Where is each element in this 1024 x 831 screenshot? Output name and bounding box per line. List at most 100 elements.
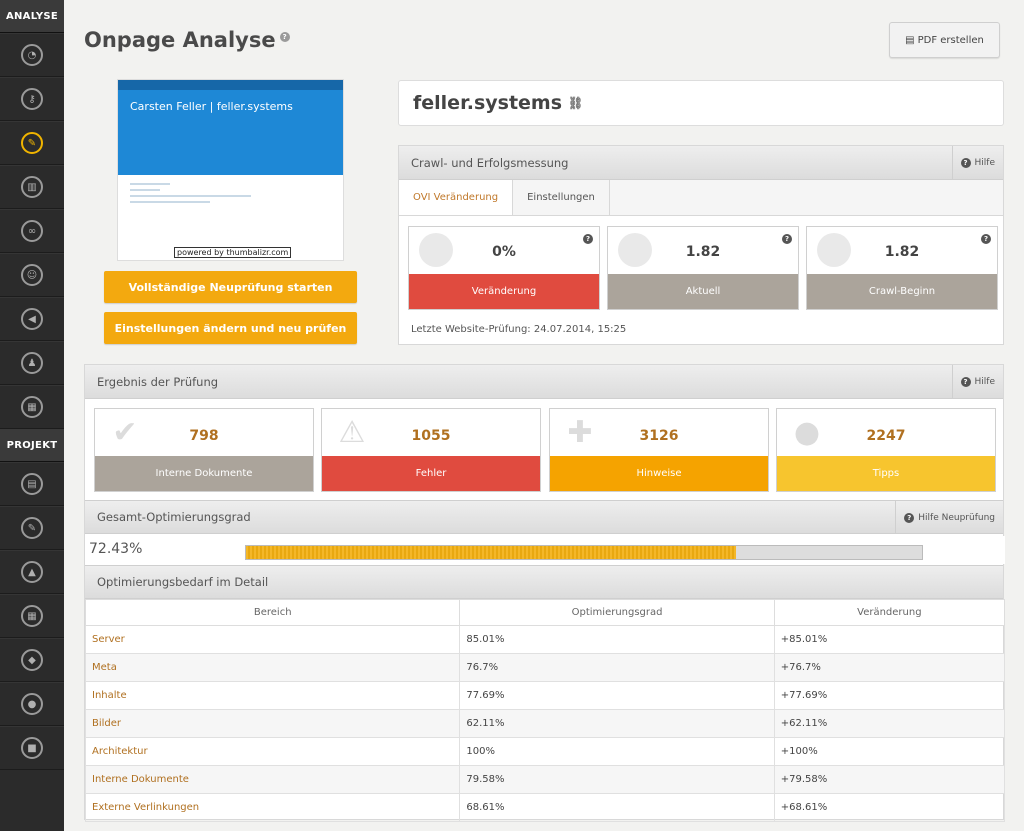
row-area-link[interactable]: Interne Dokumente	[84, 765, 461, 794]
result-card-value: 1055	[411, 428, 451, 444]
sidebar-item-megaphone[interactable]: ◀	[0, 297, 64, 341]
column-header: Optimierungsgrad	[459, 599, 775, 626]
site-thumbnail: Carsten Feller | feller.systems powered …	[117, 79, 344, 261]
change-settings-button[interactable]: Einstellungen ändern und neu prüfen	[104, 312, 357, 344]
table-row: Meta 76.7% +76.7%	[84, 653, 1006, 682]
row-area-link[interactable]: Meta	[84, 653, 461, 682]
sidebar-item-key[interactable]: ⚷	[0, 77, 64, 121]
crawl-panel-title: Crawl- und Erfolgsmessung	[411, 155, 569, 170]
crawl-card-label: Veränderung	[409, 274, 599, 309]
result-card-value: 798	[189, 428, 219, 444]
result-card-label: Hinweise	[550, 456, 768, 491]
sidebar-item-chat[interactable]: ■	[0, 726, 64, 770]
help-icon[interactable]: ?	[981, 234, 991, 244]
sidebar-item-user[interactable]: ☺	[0, 253, 64, 297]
result-card-label: Interne Dokumente	[95, 456, 313, 491]
table-row: Architektur 100% +100%	[84, 737, 1006, 766]
presentation-icon: ▦	[21, 396, 43, 418]
row-area-link[interactable]: Inhalte	[84, 681, 461, 710]
row-grade: 100%	[459, 737, 775, 766]
row-grade: 85.01%	[459, 625, 775, 654]
ovi-icon	[618, 233, 652, 267]
result-card-value: 2247	[866, 428, 906, 444]
page-title-text: Onpage Analyse	[84, 28, 276, 52]
pdf-button[interactable]: ▤ PDF erstellen	[889, 22, 1000, 58]
last-check-text: Letzte Website-Prüfung: 24.07.2014, 15:2…	[411, 324, 627, 335]
row-change: +62.11%	[773, 709, 1006, 738]
document-icon: ▤	[21, 473, 43, 495]
result-card[interactable]: ✚ 3126 Hinweise	[549, 408, 769, 492]
optimization-help-button[interactable]: ? Hilfe Neuprüfung	[895, 501, 1003, 534]
link-icon[interactable]: ⛓	[568, 96, 584, 110]
sidebar-item-warning[interactable]: ▲	[0, 550, 64, 594]
optimization-progress-row: 72.43%	[85, 536, 1005, 564]
crawl-card-value: 1.82	[685, 244, 721, 260]
sidebar-item-gauge[interactable]: ◔	[0, 33, 64, 77]
sidebar-item-presentation[interactable]: ▦	[0, 385, 64, 429]
column-header: Bereich	[84, 599, 461, 626]
detail-title: Optimierungsbedarf im Detail	[97, 575, 269, 589]
thumbnail-site-title: Carsten Feller | feller.systems	[130, 100, 293, 113]
row-grade: 79.58%	[459, 765, 775, 794]
tab-einstellungen[interactable]: Einstellungen	[513, 180, 610, 215]
result-card[interactable]: ● 2247 Tipps	[776, 408, 996, 492]
row-area-link[interactable]: Externe Verlinkungen	[84, 793, 461, 822]
link-icon: ∞	[21, 220, 43, 242]
help-icon[interactable]: ?	[782, 234, 792, 244]
help-icon: ?	[960, 376, 971, 387]
ovi-icon	[419, 233, 453, 267]
optimization-progress-fill	[246, 546, 736, 559]
column-header: Veränderung	[773, 599, 1006, 626]
row-grade: 62.11%	[459, 709, 775, 738]
help-icon[interactable]: ?	[279, 32, 290, 42]
help-icon[interactable]: ?	[583, 234, 593, 244]
crawl-help-button[interactable]: ? Hilfe	[951, 146, 1003, 179]
crawl-card-value: 0%	[492, 244, 516, 260]
site-name-box: feller.systems ⛓	[398, 80, 1004, 126]
optimization-title: Gesamt-Optimierungsgrad	[97, 510, 251, 524]
crawl-card-label: Aktuell	[608, 274, 798, 309]
table-row: Bilder 62.11% +62.11%	[84, 709, 1006, 738]
sidebar-item-calendar[interactable]: ▦	[0, 594, 64, 638]
row-area-link[interactable]: Architektur	[84, 737, 461, 766]
result-help-button[interactable]: ? Hilfe	[951, 365, 1003, 398]
result-card-value: 3126	[639, 428, 679, 444]
optimization-help-label: Hilfe Neuprüfung	[918, 512, 995, 523]
sidebar-item-bar-chart[interactable]: ▥	[0, 165, 64, 209]
row-area-link[interactable]: Bilder	[84, 709, 461, 738]
help-icon: ?	[960, 157, 971, 168]
table-row: Interne Dokumente 79.58% +79.58%	[84, 765, 1006, 794]
user-icon: ☺	[21, 264, 43, 286]
sidebar-item-wrench[interactable]: ✎	[0, 121, 64, 165]
crawl-card: ? 1.82 Aktuell	[607, 226, 799, 310]
crawl-card: ? 1.82 Crawl-Beginn	[806, 226, 998, 310]
tab-ovi-veraenderung[interactable]: OVI Veränderung	[399, 180, 514, 215]
key-icon: ⚷	[21, 88, 43, 110]
thumbnail-powered-by: powered by thumbalizr.com	[174, 247, 292, 258]
crawl-card-label: Crawl-Beginn	[807, 274, 997, 309]
sidebar-item-users[interactable]: ♟	[0, 341, 64, 385]
sidebar-item-document[interactable]: ▤	[0, 462, 64, 506]
sidebar-item-link[interactable]: ∞	[0, 209, 64, 253]
pdf-button-label: PDF erstellen	[917, 34, 984, 46]
result-card-label: Fehler	[322, 456, 540, 491]
result-card[interactable]: ⚠ 1055 Fehler	[321, 408, 541, 492]
bar-chart-icon: ▥	[21, 176, 43, 198]
row-area-link[interactable]: Server	[84, 625, 461, 654]
row-grade: 76.7%	[459, 653, 775, 682]
sidebar-item-edit[interactable]: ✎	[0, 506, 64, 550]
tag-icon: ◆	[21, 649, 43, 671]
result-card[interactable]: ✔ 798 Interne Dokumente	[94, 408, 314, 492]
crawl-card-value: 1.82	[884, 244, 920, 260]
person-icon: ●	[21, 693, 43, 715]
gauge-icon: ◔	[21, 44, 43, 66]
row-change: +77.69%	[773, 681, 1006, 710]
sidebar-item-tag[interactable]: ◆	[0, 638, 64, 682]
full-check-button[interactable]: Vollständige Neuprüfung starten	[104, 271, 357, 303]
document-icon: ▤	[905, 34, 915, 46]
row-grade: 77.69%	[459, 681, 775, 710]
sidebar-item-person[interactable]: ●	[0, 682, 64, 726]
users-icon: ♟	[21, 352, 43, 374]
warning-icon: ▲	[21, 561, 43, 583]
calendar-icon: ▦	[21, 605, 43, 627]
